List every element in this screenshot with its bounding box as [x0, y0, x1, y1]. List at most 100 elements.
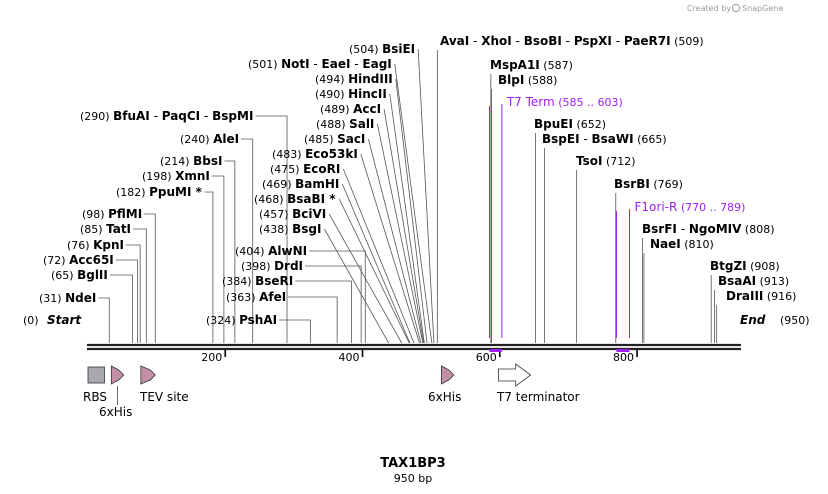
primer-t7-term[interactable]: T7 Term (585 .. 603) — [488, 95, 623, 352]
enzyme-bsrbi[interactable]: BsrBI (769) — [614, 177, 683, 191]
enzyme-sali[interactable]: (488) SalI — [316, 117, 374, 131]
enzyme-hincii[interactable]: (490) HincII — [315, 87, 387, 101]
enzyme-drdi[interactable]: (398) DrdI — [241, 259, 303, 273]
enzyme-label-bsrfi[interactable]: BsrFI - NgoMIV (808) — [642, 222, 775, 236]
enzyme-label-acci[interactable]: (489) AccI — [320, 102, 381, 116]
enzyme-pflmi[interactable]: (98) PflMI — [82, 207, 142, 221]
enzyme-bsrfi[interactable]: BsrFI - NgoMIV (808) — [642, 222, 775, 236]
enzyme-naei[interactable]: NaeI (810) — [650, 237, 714, 251]
enzyme-position: (588) — [524, 74, 557, 87]
enzyme-blpi[interactable]: BlpI (588) — [498, 73, 557, 87]
enzyme-label-bspei[interactable]: BspEI - BsaWI (665) — [542, 132, 667, 146]
enzyme-name: NdeI — [65, 291, 96, 305]
start-label[interactable]: Start — [47, 313, 82, 327]
enzyme-acc65i[interactable]: (72) Acc65I — [43, 253, 114, 267]
feature-rbs[interactable]: RBS — [83, 366, 107, 404]
feature-arrow — [140, 365, 156, 385]
enzyme-label-pflmi[interactable]: (98) PflMI — [82, 207, 142, 221]
primer-f1ori-r[interactable]: F1ori-R (770 .. 789) — [615, 200, 746, 352]
feature-tev-site[interactable]: TEV site — [139, 365, 189, 404]
enzyme-label-acc65i[interactable]: (72) Acc65I — [43, 253, 114, 267]
feature-6xhis-2[interactable]: 6xHis — [428, 365, 461, 404]
enzyme-bamhi[interactable]: (469) BamHI — [262, 177, 339, 191]
enzyme-label-mspa1i[interactable]: MspA1I (587) — [490, 58, 573, 72]
enzyme-draiii[interactable]: DraIII (916) — [726, 289, 796, 303]
enzyme-label-blpi[interactable]: BlpI (588) — [498, 73, 557, 87]
enzyme-label-tati[interactable]: (85) TatI — [80, 222, 131, 236]
enzyme-label-ppumi[interactable]: (182) PpuMI * — [116, 185, 203, 199]
enzyme-noti[interactable]: (501) NotI - EaeI - EagI — [248, 57, 392, 71]
enzyme-label-sali[interactable]: (488) SalI — [316, 117, 374, 131]
enzyme-bsaai[interactable]: BsaAI (913) — [718, 274, 789, 288]
enzyme-bglii[interactable]: (65) BglII — [51, 268, 108, 282]
enzyme-label-eco53ki[interactable]: (483) Eco53kI — [272, 147, 358, 161]
enzyme-bsabi[interactable]: (468) BsaBI * — [254, 192, 336, 206]
enzyme-hindiii[interactable]: (494) HindIII — [315, 72, 393, 86]
enzyme-label-ndei[interactable]: (31) NdeI — [39, 291, 96, 305]
enzyme-pshai[interactable]: (324) PshAI — [206, 313, 277, 327]
enzyme-bspei[interactable]: BspEI - BsaWI (665) — [542, 132, 667, 146]
enzyme-bfuai[interactable]: (290) BfuAI - PaqCI - BspMI — [80, 109, 253, 123]
enzyme-label-bamhi[interactable]: (469) BamHI — [262, 177, 339, 191]
primer-bar — [489, 349, 502, 352]
primer-label[interactable]: T7 Term (585 .. 603) — [506, 95, 623, 109]
enzyme-bpuei[interactable]: BpuEI (652) — [534, 117, 606, 131]
enzyme-label-hindiii[interactable]: (494) HindIII — [315, 72, 393, 86]
enzyme-position: (398) — [241, 260, 274, 273]
enzyme-label-bsabi[interactable]: (468) BsaBI * — [254, 192, 336, 206]
enzyme-name: AlwNI — [268, 244, 307, 258]
primer-label[interactable]: F1ori-R (770 .. 789) — [635, 200, 746, 214]
enzyme-ppumi[interactable]: (182) PpuMI * — [116, 185, 203, 199]
enzyme-label-noti[interactable]: (501) NotI - EaeI - EagI — [248, 57, 392, 71]
dna-backbone[interactable] — [87, 343, 741, 351]
enzyme-saci[interactable]: (485) SacI — [304, 132, 365, 146]
enzyme-label-btgzi[interactable]: BtgZI (908) — [710, 259, 780, 273]
enzyme-label-bpuei[interactable]: BpuEI (652) — [534, 117, 606, 131]
enzyme-avai[interactable]: AvaI - XhoI - BsoBI - PspXI - PaeR7I (50… — [440, 34, 704, 48]
enzyme-tsoi[interactable]: TsoI (712) — [576, 154, 636, 168]
enzyme-label-saci[interactable]: (485) SacI — [304, 132, 365, 146]
enzyme-label-bfuai[interactable]: (290) BfuAI - PaqCI - BspMI — [80, 109, 253, 123]
enzyme-ndei[interactable]: (31) NdeI — [39, 291, 96, 305]
enzyme-tati[interactable]: (85) TatI — [80, 222, 131, 236]
enzyme-label-tsoi[interactable]: TsoI (712) — [576, 154, 636, 168]
enzyme-label-xmni[interactable]: (198) XmnI — [142, 169, 210, 183]
enzyme-alwni[interactable]: (404) AlwNI — [235, 244, 307, 258]
enzyme-label-afei[interactable]: (363) AfeI — [226, 290, 286, 304]
feature-t7-terminator[interactable]: T7 terminator — [496, 363, 580, 404]
enzyme-label-alwni[interactable]: (404) AlwNI — [235, 244, 307, 258]
enzyme-btgzi[interactable]: BtgZI (908) — [710, 259, 780, 273]
enzyme-label-bglii[interactable]: (65) BglII — [51, 268, 108, 282]
enzyme-label-bseri[interactable]: (384) BseRI — [222, 274, 293, 288]
enzyme-label-bsgi[interactable]: (438) BsgI — [259, 222, 321, 236]
enzyme-label-ecori[interactable]: (475) EcoRI — [270, 162, 340, 176]
enzyme-eco53ki[interactable]: (483) Eco53kI — [272, 147, 358, 161]
enzyme-label-bsrbi[interactable]: BsrBI (769) — [614, 177, 683, 191]
enzyme-label-bsiei[interactable]: (504) BsiEI — [349, 42, 415, 56]
enzyme-bseri[interactable]: (384) BseRI — [222, 274, 293, 288]
enzyme-label-bbsi[interactable]: (214) BbsI — [160, 154, 222, 168]
enzyme-label-hincii[interactable]: (490) HincII — [315, 87, 387, 101]
enzyme-bsgi[interactable]: (438) BsgI — [259, 222, 321, 236]
enzyme-label-naei[interactable]: NaeI (810) — [650, 237, 714, 251]
enzyme-bcivi[interactable]: (457) BciVI — [259, 207, 326, 221]
enzyme-bbsi[interactable]: (214) BbsI — [160, 154, 222, 168]
enzyme-label-pshai[interactable]: (324) PshAI — [206, 313, 277, 327]
enzyme-label-draiii[interactable]: DraIII (916) — [726, 289, 796, 303]
enzyme-label-bsaai[interactable]: BsaAI (913) — [718, 274, 789, 288]
enzyme-ecori[interactable]: (475) EcoRI — [270, 162, 340, 176]
enzyme-mspa1i[interactable]: MspA1I (587) — [490, 58, 573, 72]
enzyme-afei[interactable]: (363) AfeI — [226, 290, 286, 304]
feature-6xhis-1[interactable]: 6xHis — [99, 365, 132, 419]
enzyme-label-alei[interactable]: (240) AleI — [180, 132, 239, 146]
enzyme-label-kpni[interactable]: (76) KpnI — [67, 238, 124, 252]
enzyme-label-avai[interactable]: AvaI - XhoI - BsoBI - PspXI - PaeR7I (50… — [440, 34, 704, 48]
enzyme-label-bcivi[interactable]: (457) BciVI — [259, 207, 326, 221]
enzyme-bsiei[interactable]: (504) BsiEI — [349, 42, 415, 56]
enzyme-acci[interactable]: (489) AccI — [320, 102, 381, 116]
enzyme-label-drdi[interactable]: (398) DrdI — [241, 259, 303, 273]
enzyme-xmni[interactable]: (198) XmnI — [142, 169, 210, 183]
enzyme-alei[interactable]: (240) AleI — [180, 132, 239, 146]
end-label[interactable]: End — [740, 313, 766, 327]
enzyme-kpni[interactable]: (76) KpnI — [67, 238, 124, 252]
